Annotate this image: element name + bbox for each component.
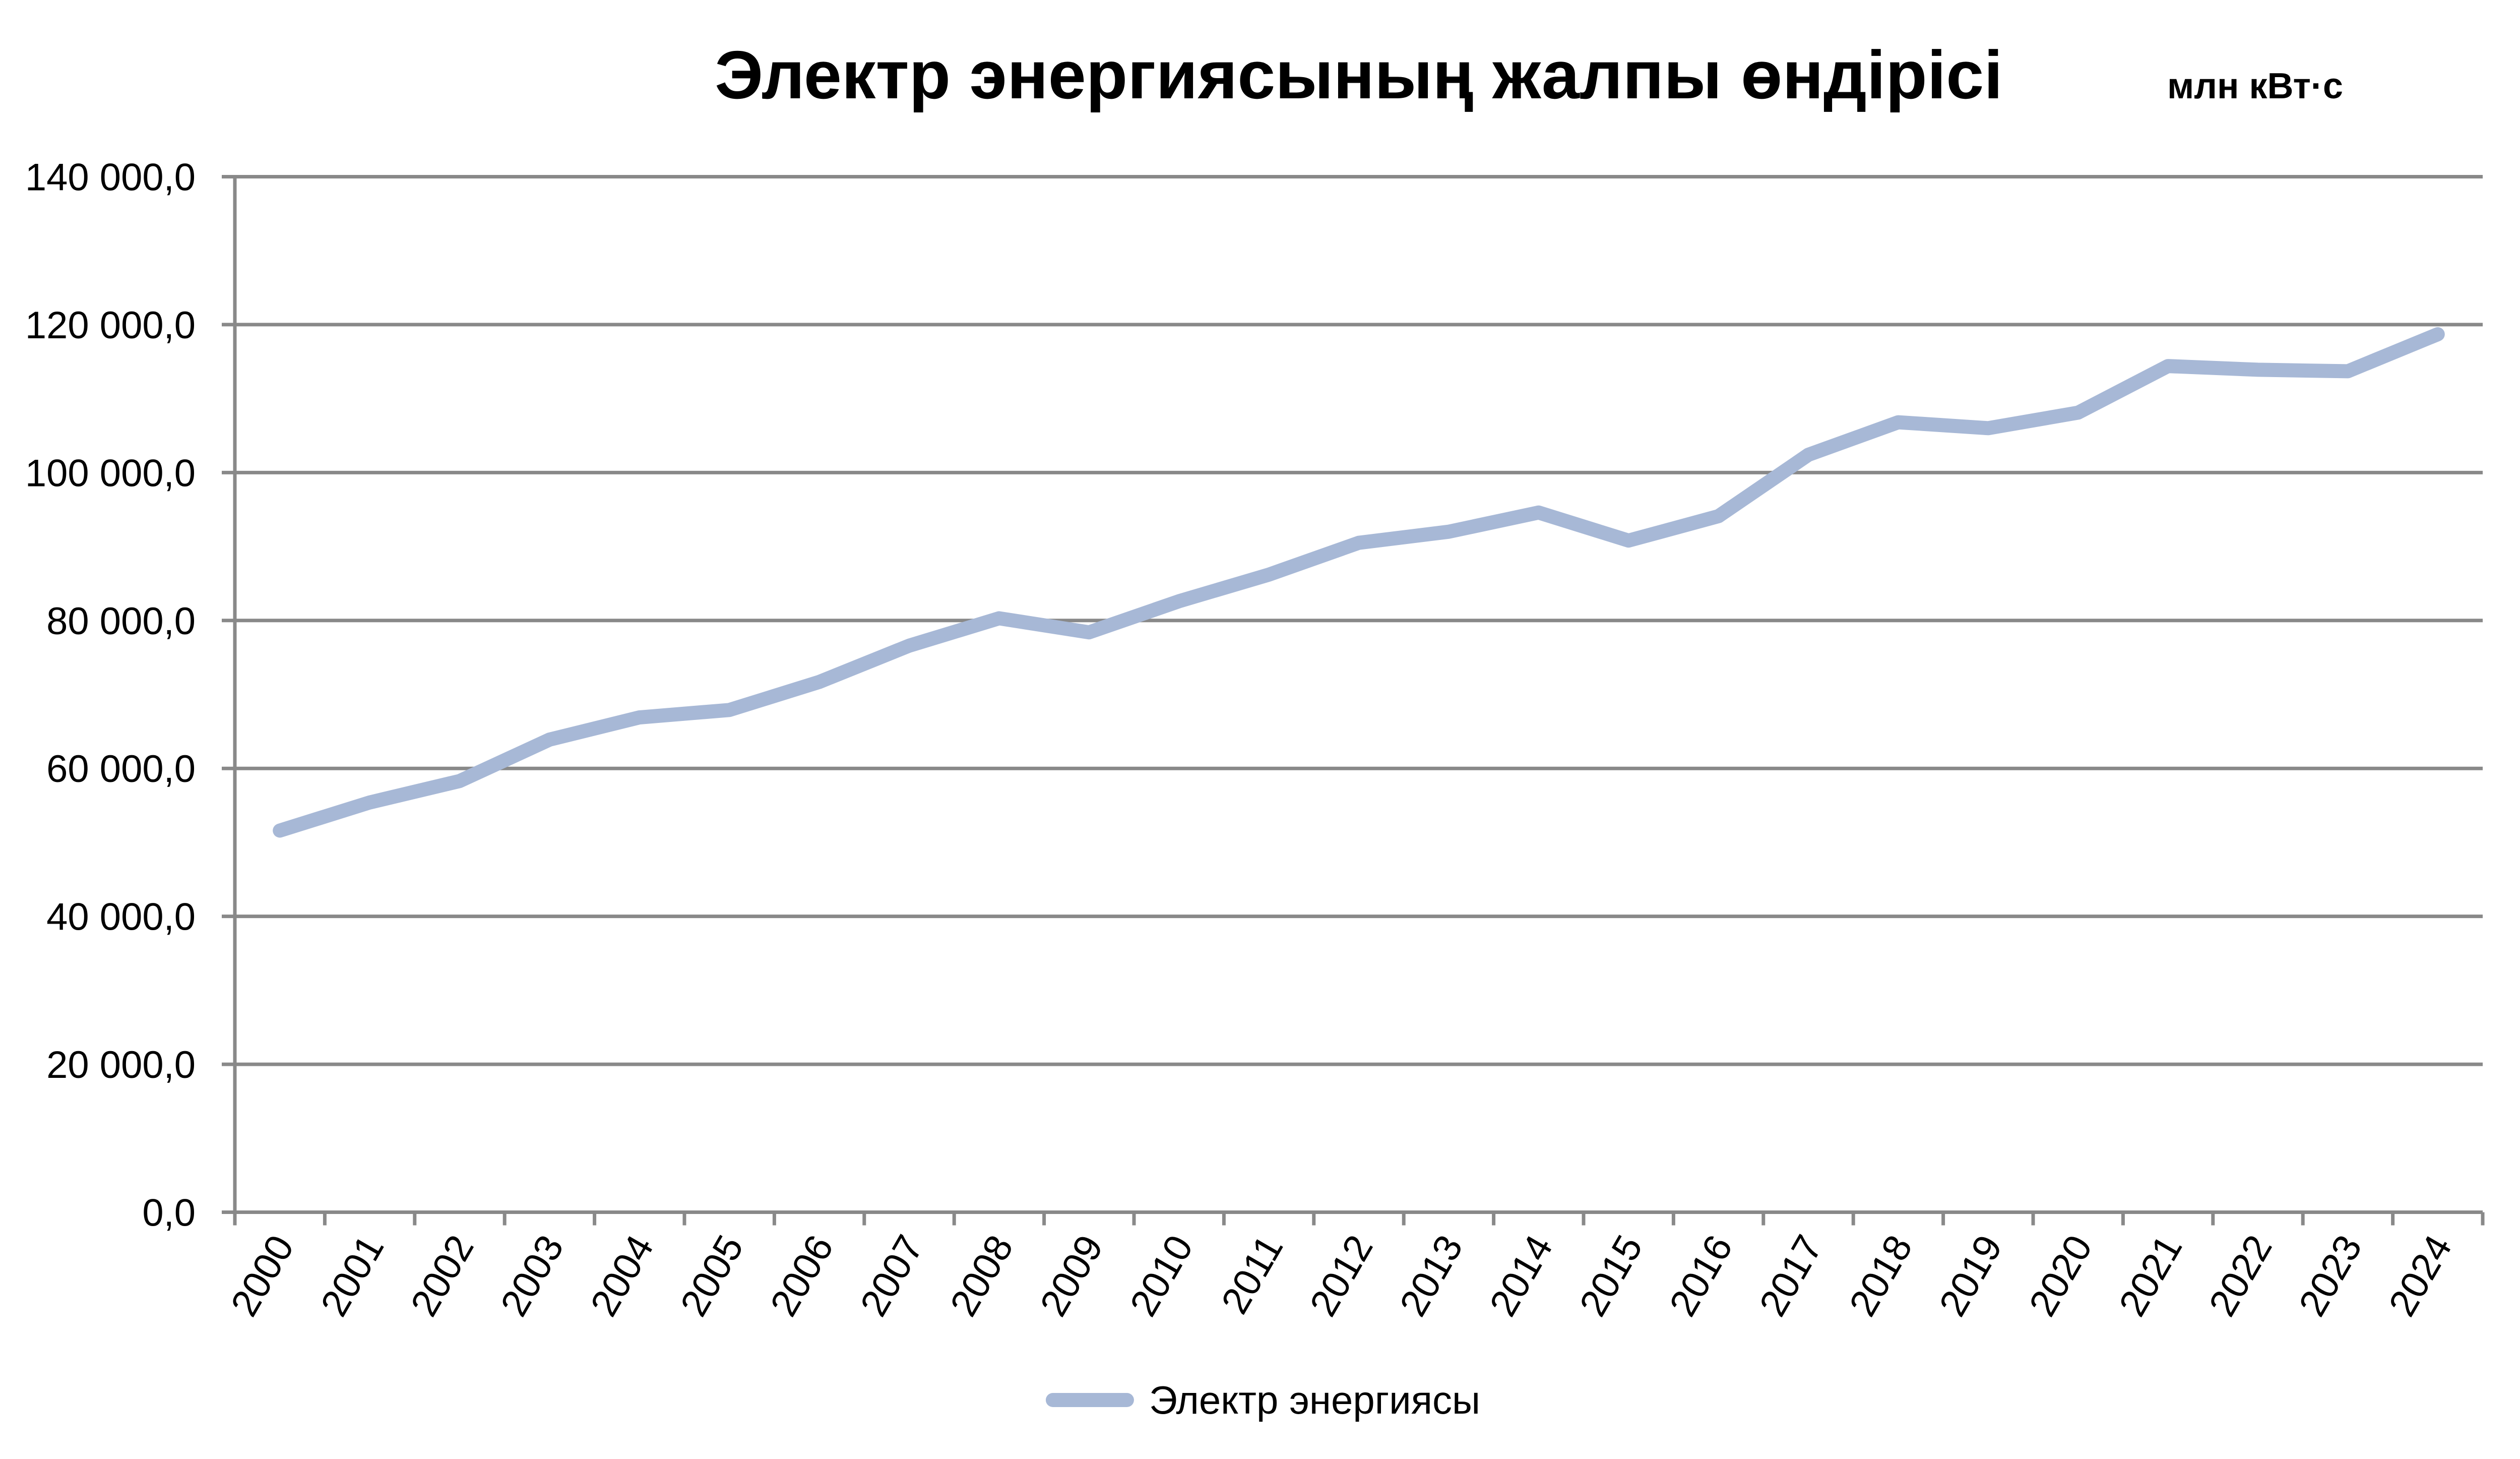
x-axis-label: 2006: [762, 1228, 842, 1323]
x-axis-label: 2019: [1931, 1228, 2010, 1323]
y-axis-label: 60 000,0: [46, 748, 196, 791]
legend-label: Электр энергиясы: [1149, 1377, 1481, 1422]
x-axis-label: 2002: [403, 1228, 482, 1323]
x-axis-label: 2000: [223, 1228, 302, 1323]
y-axis-label: 120 000,0: [25, 304, 196, 347]
y-axis-label: 140 000,0: [25, 156, 196, 199]
x-axis-label: 2020: [2021, 1228, 2101, 1323]
series-line: [273, 327, 2445, 838]
y-axis-label: 80 000,0: [46, 600, 196, 643]
x-axis-label: 2005: [672, 1228, 752, 1323]
x-axis-label: 2013: [1392, 1228, 1471, 1323]
x-axis-label: 2001: [312, 1228, 392, 1323]
x-axis-label: 2021: [2111, 1228, 2190, 1323]
y-axis-label: 40 000,0: [46, 896, 196, 939]
axes: [222, 175, 2485, 1226]
x-axis-label: 2008: [942, 1228, 1022, 1323]
x-axis-label: 2016: [1661, 1228, 1741, 1323]
gridlines: [235, 175, 2483, 1066]
legend-line-swatch: [1045, 1393, 1134, 1407]
x-axis-label: 2003: [492, 1228, 572, 1323]
x-axis-label: 2012: [1302, 1228, 1381, 1323]
x-axis-label: 2018: [1841, 1228, 1921, 1323]
x-axis-label: 2024: [2380, 1228, 2460, 1323]
x-axis-label: 2009: [1032, 1228, 1111, 1323]
x-axis-label: 2011: [1213, 1228, 1291, 1321]
x-axis-label: 2023: [2291, 1228, 2370, 1323]
legend: Электр энергиясы: [1045, 1377, 1481, 1423]
x-axis-label: 2010: [1122, 1228, 1202, 1323]
x-axis-label: 2022: [2201, 1228, 2281, 1323]
x-axis-label: 2014: [1481, 1228, 1561, 1323]
chart-title: Электр энергиясының жалпы өндірісі: [715, 37, 2003, 113]
x-axis-label: 2015: [1571, 1228, 1651, 1323]
y-axis-label: 100 000,0: [25, 452, 196, 495]
unit-label: млн кВт·с: [2167, 66, 2343, 106]
x-axis-label: 2004: [582, 1228, 662, 1323]
y-axis-label: 20 000,0: [46, 1044, 196, 1086]
x-axis-label: 2007: [852, 1228, 932, 1323]
y-axis-labels: 0,0 20 000,0 40 000,0 60 000,0 80 000,0 100 0…: [25, 156, 196, 1235]
y-axis-label: 0,0: [142, 1192, 196, 1235]
x-axis-labels: 2000 2001 2002 2003 2004 2005 2006 2007 2008 2009…: [223, 1228, 2461, 1323]
x-axis-label: 2017: [1751, 1228, 1831, 1323]
